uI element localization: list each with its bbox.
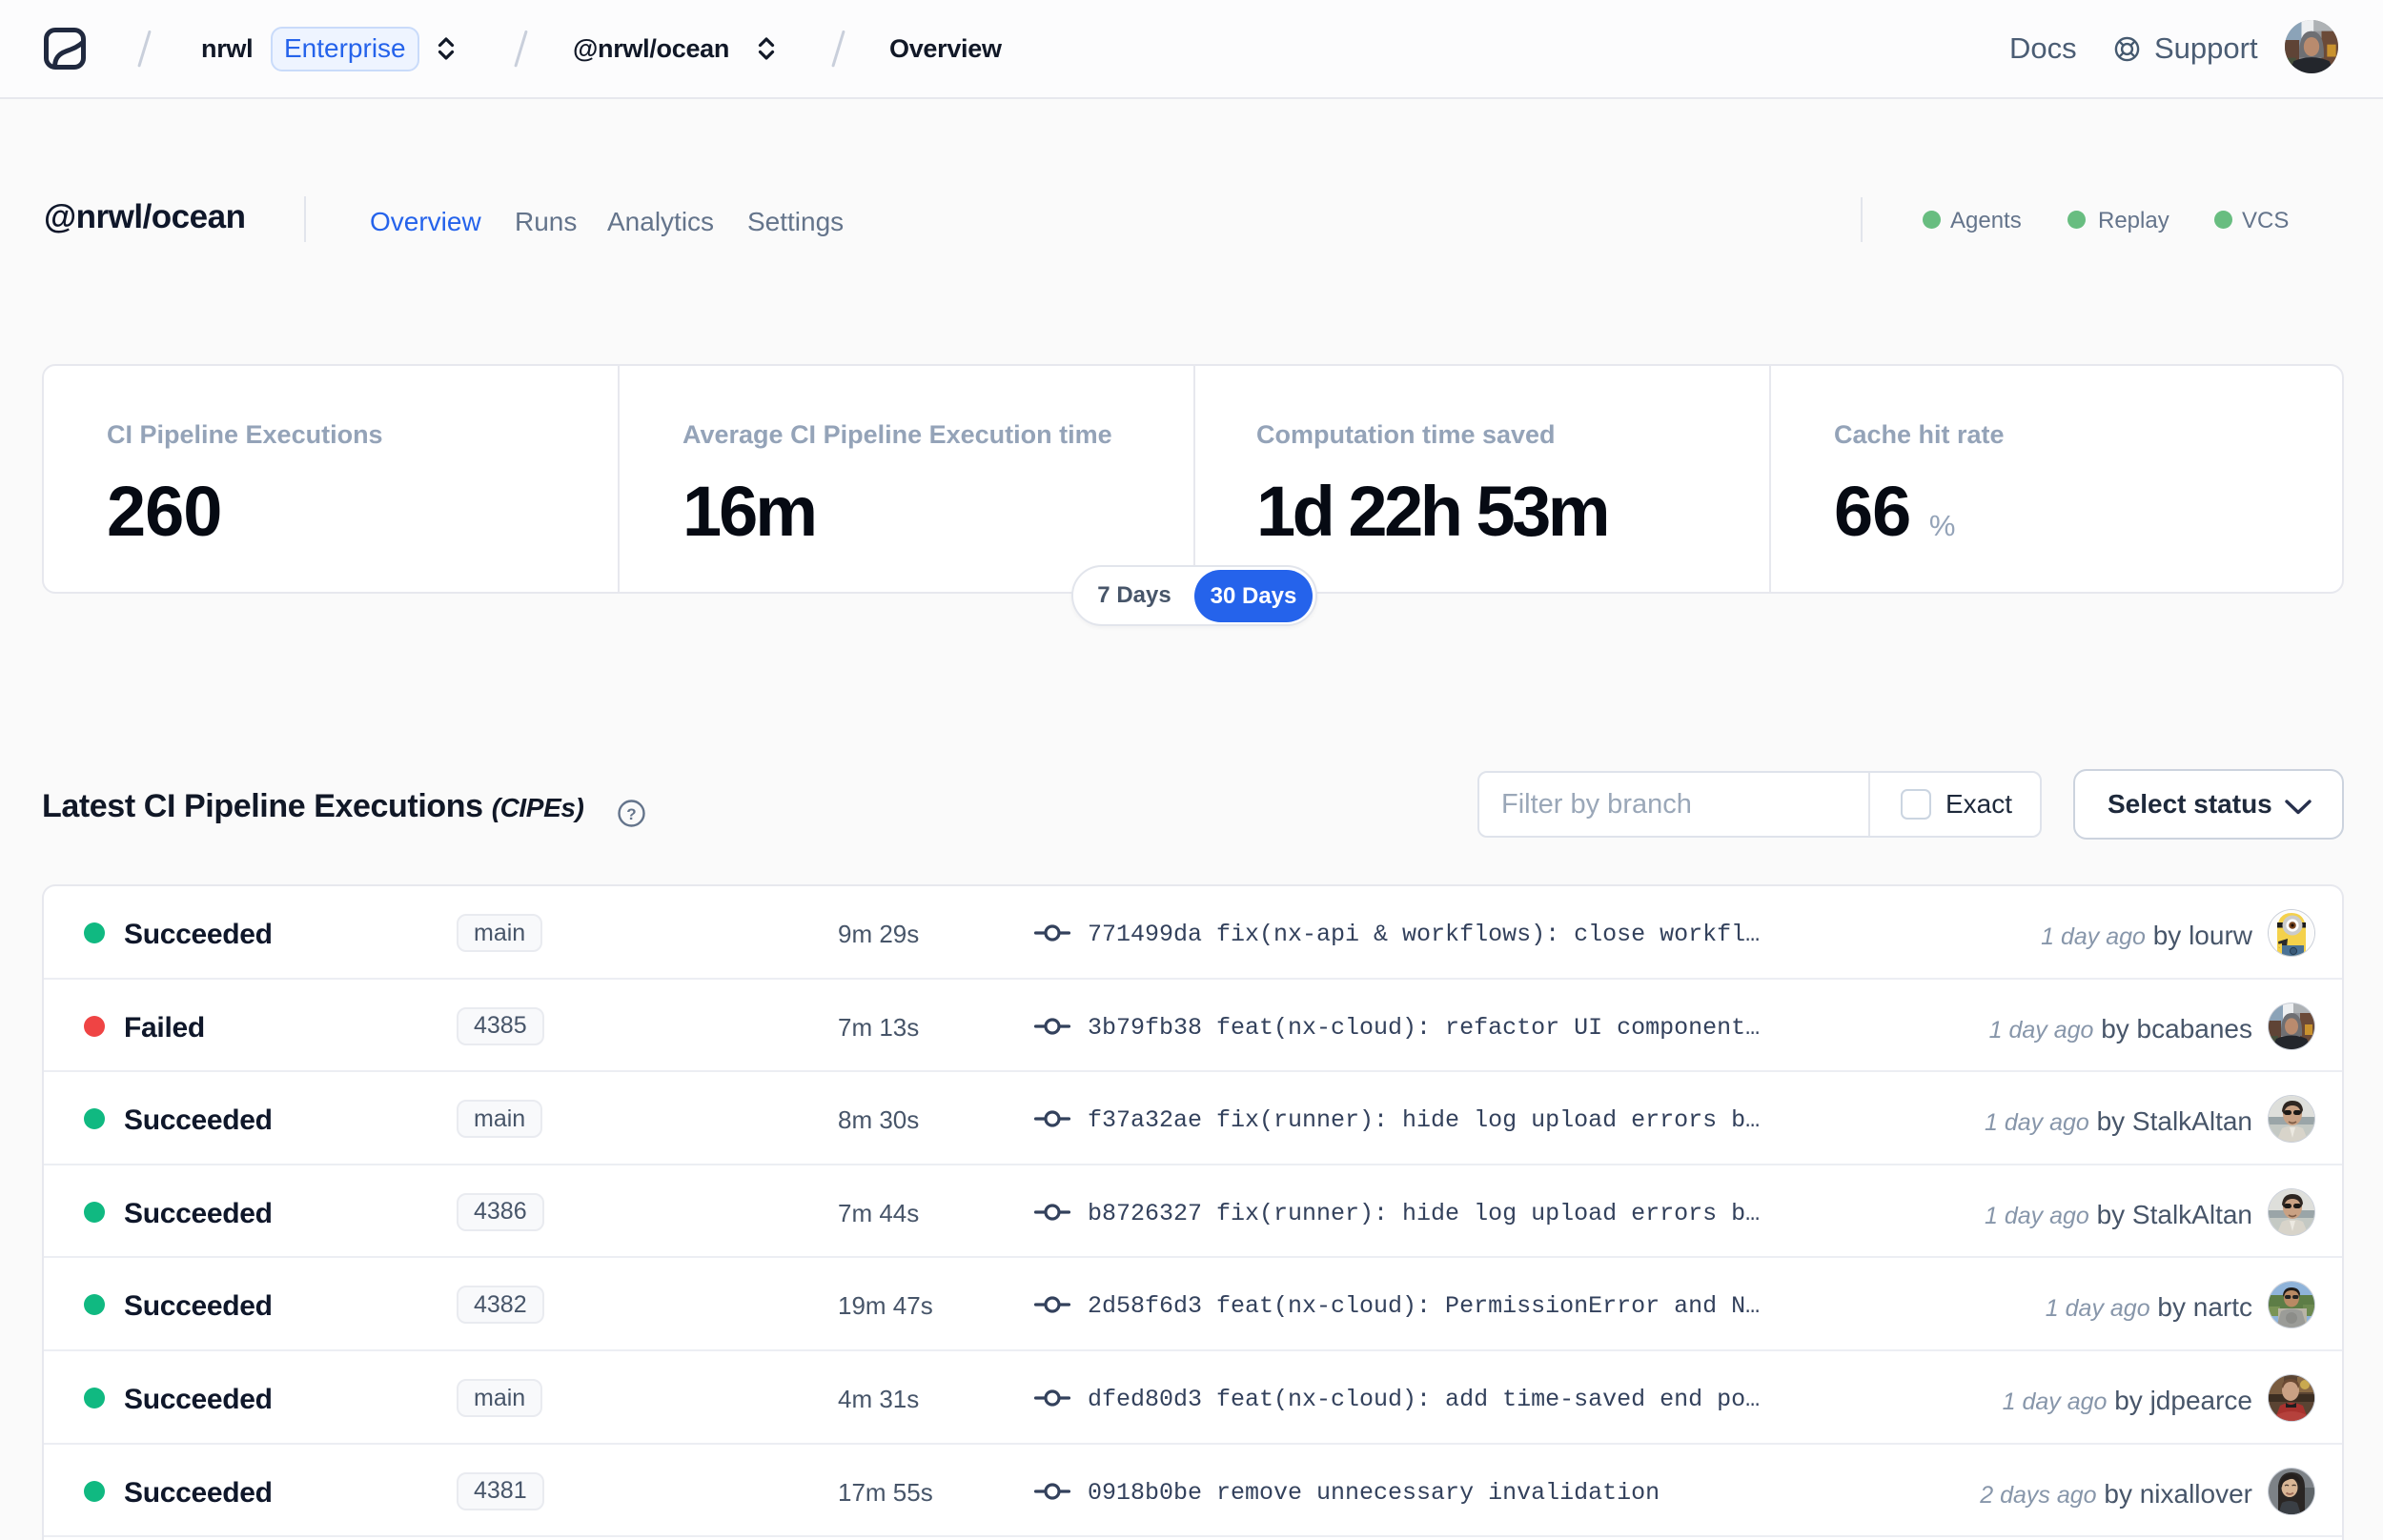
- svg-text:?: ?: [626, 805, 636, 823]
